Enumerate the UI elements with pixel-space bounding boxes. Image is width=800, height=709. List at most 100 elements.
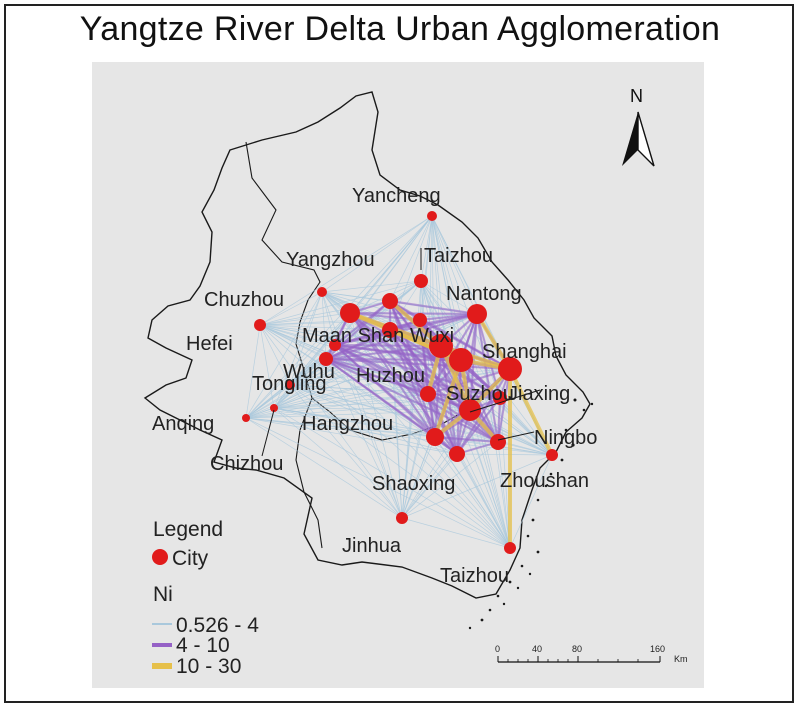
label-hangzhou: Hangzhou bbox=[302, 413, 393, 435]
link-low bbox=[434, 436, 511, 549]
link-low bbox=[273, 407, 458, 455]
region-boundary bbox=[143, 91, 591, 599]
link-low bbox=[401, 454, 553, 519]
legend-class-mid: 4 - 10 bbox=[176, 634, 230, 657]
scale-bar: 0 40 80 160 Km bbox=[495, 644, 688, 664]
city-point-anqing bbox=[242, 414, 250, 422]
link-low bbox=[497, 441, 553, 456]
label-yancheng: Yancheng bbox=[352, 185, 441, 207]
city-labels: Yancheng Taizhou Yangzhou Nantong Chuzho… bbox=[152, 185, 597, 587]
city-point-ningbo bbox=[490, 434, 506, 450]
city-point-taizhou bbox=[414, 274, 428, 288]
scale-tick-80: 80 bbox=[572, 644, 582, 654]
city-point-chuzhou bbox=[317, 287, 327, 297]
link-high bbox=[389, 328, 462, 362]
link-low bbox=[456, 453, 553, 456]
link-low bbox=[245, 417, 511, 549]
link-low bbox=[245, 324, 261, 419]
city-point-huzhou bbox=[420, 386, 436, 402]
link-low bbox=[259, 319, 421, 326]
label-taizhou-north: Taizhou bbox=[424, 245, 493, 267]
link-low bbox=[325, 358, 511, 549]
label-maanshan: Maan Shan bbox=[302, 325, 404, 347]
label-suzhou: Suzhou bbox=[446, 383, 514, 405]
legend-class-low: 0.526 - 4 bbox=[176, 614, 259, 637]
link-low bbox=[509, 454, 553, 549]
city-point-hangzhou bbox=[426, 428, 444, 446]
city-point bbox=[382, 322, 398, 338]
link-low bbox=[273, 407, 511, 549]
link-low bbox=[431, 215, 462, 361]
north-arrow-icon: N bbox=[622, 86, 655, 167]
link-low bbox=[273, 407, 553, 456]
city-point bbox=[413, 313, 427, 327]
link-low bbox=[245, 407, 275, 419]
link-mid bbox=[456, 397, 501, 455]
link-low bbox=[401, 517, 511, 549]
link-low bbox=[259, 324, 275, 409]
city-point-hefei bbox=[254, 319, 266, 331]
label-chuzhou: Chuzhou bbox=[204, 289, 284, 311]
link-mid bbox=[475, 313, 500, 443]
link-low bbox=[259, 324, 291, 386]
label-zhoushan: Zhoushan bbox=[500, 470, 589, 492]
city-point-chizhou bbox=[270, 404, 278, 412]
city-point-nantong bbox=[467, 304, 487, 324]
link-low bbox=[401, 436, 436, 519]
city-point bbox=[449, 348, 473, 372]
label-shaoxing: Shaoxing bbox=[372, 473, 455, 495]
link-low bbox=[259, 324, 553, 456]
link-mid bbox=[389, 299, 478, 316]
link-mid bbox=[325, 358, 499, 443]
legend-class-high: 10 - 30 bbox=[176, 655, 241, 678]
link-low bbox=[469, 409, 511, 549]
link-low bbox=[259, 215, 433, 326]
link-low bbox=[289, 313, 478, 386]
link-low bbox=[321, 291, 327, 360]
scale-tick-0: 0 bbox=[495, 644, 500, 654]
city-point-maan-shan bbox=[340, 303, 360, 323]
link-high bbox=[508, 368, 554, 456]
link-low bbox=[245, 215, 433, 419]
link-high bbox=[440, 344, 511, 371]
city-point-shanghai bbox=[498, 357, 522, 381]
link-low bbox=[321, 280, 422, 293]
link-low bbox=[273, 312, 351, 409]
link-mid bbox=[334, 343, 501, 400]
label-anqing: Anqing bbox=[152, 413, 214, 435]
city-point-yancheng bbox=[427, 211, 437, 221]
label-wuhu: Wuhu bbox=[283, 361, 335, 383]
label-hefei: Hefei bbox=[186, 333, 233, 355]
label-wuxi: Wuxi bbox=[410, 325, 454, 347]
legend-heading: Legend bbox=[153, 518, 223, 541]
link-mid bbox=[455, 359, 463, 455]
link-mid bbox=[325, 357, 511, 371]
scale-unit: Km bbox=[674, 654, 688, 664]
link-low bbox=[401, 441, 499, 519]
city-point-zhoushan bbox=[546, 449, 558, 461]
legend-city-symbol bbox=[152, 549, 168, 565]
label-nantong: Nantong bbox=[446, 283, 522, 305]
link-mid bbox=[427, 367, 511, 396]
link-mid bbox=[325, 357, 501, 400]
label-taizhou-south: Taizhou bbox=[440, 565, 509, 587]
link-mid bbox=[349, 311, 478, 316]
label-huzhou: Huzhou bbox=[356, 365, 425, 387]
scale-tick-160: 160 bbox=[650, 644, 665, 654]
link-low bbox=[259, 312, 351, 326]
link-mid bbox=[389, 329, 501, 399]
link-low bbox=[245, 384, 291, 419]
city-point-taizhou bbox=[504, 542, 516, 554]
city-point-wuxi bbox=[429, 334, 453, 358]
label-jinhua: Jinhua bbox=[342, 535, 402, 557]
city-point-yangzhou bbox=[382, 293, 398, 309]
legend: Legend City Ni 0.526 - 4 4 - 10 10 - 30 bbox=[152, 518, 259, 678]
scale-tick-40: 40 bbox=[532, 644, 542, 654]
link-low bbox=[273, 407, 403, 519]
link-low bbox=[245, 393, 429, 419]
map-title: Yangtze River Delta Urban Agglomeration bbox=[79, 10, 721, 48]
link-mid bbox=[334, 344, 499, 443]
label-yangzhou: Yangzhou bbox=[286, 249, 375, 271]
link-low bbox=[289, 384, 403, 519]
link-low bbox=[401, 453, 458, 519]
